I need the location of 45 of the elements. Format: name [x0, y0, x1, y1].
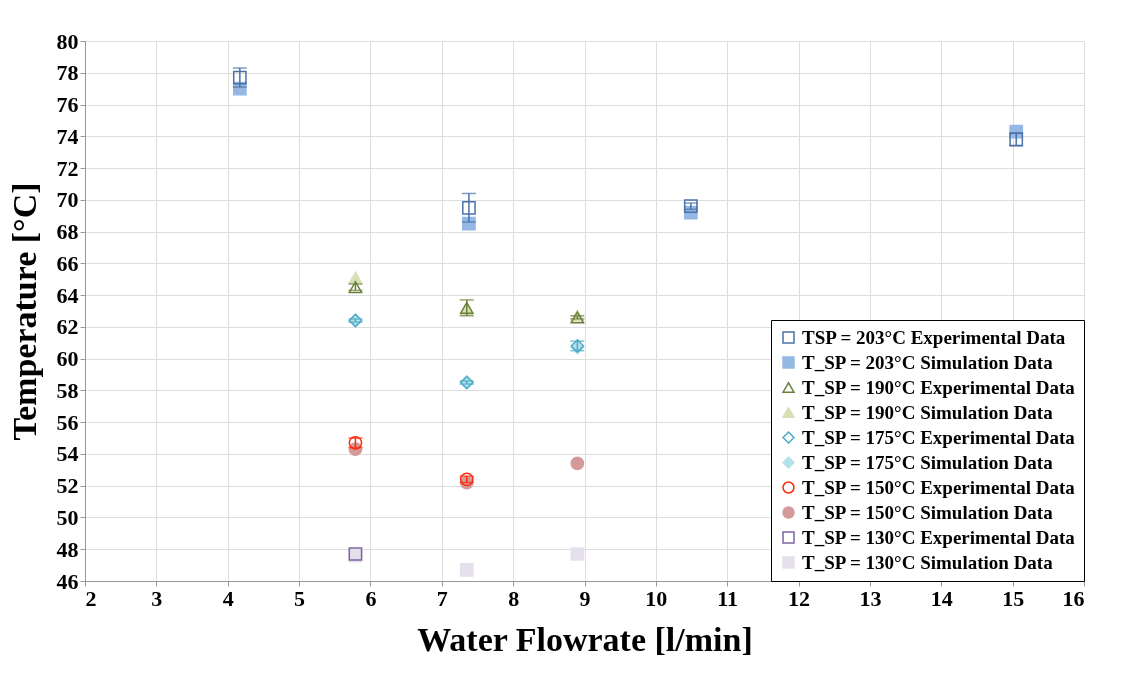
- x-tick-label: 5: [294, 585, 306, 611]
- y-tick-label: 62: [56, 314, 79, 340]
- y-tick-label: 80: [56, 28, 79, 54]
- x-tick-label: 14: [930, 585, 953, 611]
- legend-label: T_SP = 150°C Experimental Data: [802, 476, 1076, 498]
- x-tick-label: 2: [85, 585, 97, 611]
- legend-label: T_SP = 175°C Experimental Data: [802, 426, 1076, 448]
- x-tick-label: 13: [859, 585, 882, 611]
- y-tick-label: 64: [56, 282, 79, 308]
- legend-label: T_SP = 130°C Experimental Data: [802, 526, 1076, 548]
- x-tick-label: 12: [788, 585, 811, 611]
- legend-label: T_SP = 130°C Simulation Data: [802, 551, 1054, 573]
- legend-label: T_SP = 175°C Simulation Data: [802, 451, 1054, 473]
- legend-label: T_SP = 150°C Simulation Data: [802, 501, 1054, 523]
- y-tick-label: 76: [56, 92, 79, 118]
- legend-label: T_SP = 190°C Simulation Data: [802, 401, 1054, 423]
- y-tick-label: 74: [56, 123, 79, 149]
- y-tick-label: 54: [56, 441, 79, 467]
- y-axis-title: Temperature [°C]: [5, 182, 43, 441]
- y-tick-label: 60: [56, 346, 79, 372]
- x-tick-label: 4: [222, 585, 234, 611]
- legend-label: TSP = 203°C Experimental Data: [802, 326, 1066, 348]
- legend-label: T_SP = 203°C Simulation Data: [802, 351, 1054, 373]
- y-tick-label: 58: [56, 377, 79, 403]
- y-tick-label: 70: [56, 187, 79, 213]
- x-tick-label: 6: [365, 585, 377, 611]
- y-tick-label: 66: [56, 250, 79, 276]
- x-tick-label: 3: [151, 585, 163, 611]
- legend-label: T_SP = 190°C Experimental Data: [802, 376, 1076, 398]
- y-tick-label: 46: [56, 568, 79, 594]
- x-tick-label: 15: [1002, 585, 1025, 611]
- x-tick-label: 8: [508, 585, 520, 611]
- x-tick-label: 10: [645, 585, 668, 611]
- x-tick-label: 11: [717, 585, 739, 611]
- x-tick-label: 16: [1062, 585, 1085, 611]
- x-tick-label: 9: [579, 585, 591, 611]
- y-tick-label: 56: [56, 409, 79, 435]
- y-tick-label: 72: [56, 155, 79, 181]
- y-tick-label: 52: [56, 473, 79, 499]
- y-tick-label: 50: [56, 504, 79, 530]
- y-tick-label: 68: [56, 219, 79, 245]
- x-tick-label: 7: [436, 585, 448, 611]
- x-axis-title: Water Flowrate [l/min]: [417, 620, 753, 658]
- y-tick-label: 48: [56, 536, 79, 562]
- y-tick-label: 78: [56, 60, 79, 86]
